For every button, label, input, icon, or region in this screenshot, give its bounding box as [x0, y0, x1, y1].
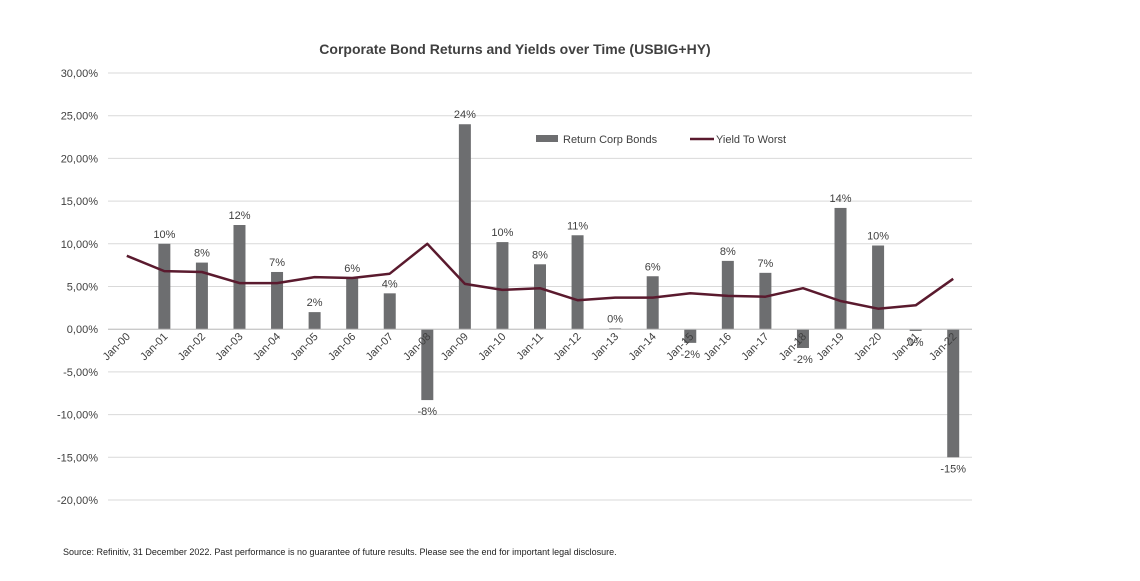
bar: [496, 242, 509, 330]
x-tick-label: Jan-12: [551, 331, 583, 363]
x-tick-label: Jan-02: [176, 331, 208, 363]
y-tick-label: 20,00%: [61, 153, 99, 165]
data-label: 10%: [153, 229, 175, 241]
x-tick-label: Jan-19: [814, 331, 846, 363]
x-tick-label: Jan-06: [326, 331, 358, 363]
bar: [796, 329, 809, 348]
data-label: 8%: [720, 246, 736, 258]
x-tick-label: Jan-10: [476, 331, 508, 363]
bar: [834, 207, 847, 330]
x-tick-label: Jan-00: [101, 331, 133, 363]
bar: [308, 312, 321, 330]
chart-title: Corporate Bond Returns and Yields over T…: [319, 41, 710, 57]
data-label: -2%: [680, 349, 700, 361]
line-series: [126, 242, 954, 310]
y-tick-label: 10,00%: [61, 239, 99, 251]
y-tick-label: -10,00%: [57, 410, 98, 422]
data-label: -2%: [793, 354, 813, 366]
data-label: 7%: [757, 258, 773, 270]
y-tick-label: 25,00%: [61, 111, 99, 123]
x-tick-label: Jan-03: [213, 331, 245, 363]
data-label: 0%: [908, 337, 924, 349]
bar: [534, 264, 546, 330]
x-tick-label: Jan-14: [627, 331, 659, 363]
bar: [571, 235, 584, 330]
data-label: -8%: [418, 406, 438, 418]
legend: Return Corp Bonds Yield To Worst: [536, 134, 786, 146]
legend-label-yield: Yield To Worst: [716, 134, 786, 146]
x-tick-label: Jan-13: [589, 331, 621, 363]
data-label: 24%: [454, 109, 476, 121]
data-label: 11%: [567, 220, 588, 232]
data-label: 6%: [344, 263, 360, 275]
bar: [383, 293, 396, 330]
data-label: 12%: [228, 210, 250, 222]
x-tick-label: Jan-09: [439, 331, 471, 363]
data-label: 8%: [532, 249, 548, 261]
data-label: 8%: [194, 248, 210, 260]
x-tick-label: Jan-01: [138, 331, 170, 363]
data-label: 0%: [607, 313, 623, 325]
y-tick-label: 5,00%: [67, 282, 98, 294]
legend-label-returns: Return Corp Bonds: [563, 134, 658, 146]
bar: [195, 262, 208, 330]
x-tick-label: Jan-05: [288, 331, 320, 363]
source-footnote: Source: Refinitiv, 31 December 2022. Pas…: [63, 547, 617, 557]
bar: [421, 329, 434, 401]
data-label: 14%: [830, 193, 852, 205]
x-tick-label: Jan-07: [364, 331, 396, 363]
bar: [158, 243, 171, 330]
data-label: 2%: [307, 297, 323, 309]
y-tick-label: -5,00%: [63, 367, 98, 379]
y-tick-label: 30,00%: [61, 68, 99, 80]
x-tick-label: Jan-11: [514, 331, 546, 363]
data-label: 10%: [867, 231, 889, 243]
legend-swatch-returns: [536, 135, 558, 142]
y-tick-label: 0,00%: [67, 324, 98, 336]
bar: [684, 329, 697, 343]
data-labels: 10% 8% 12% 7% 2% 6% 4% -8% 24% 10% 8% 11% 0% 6% -2% 8% 7…: [153, 109, 966, 475]
data-label: 4%: [382, 278, 398, 290]
bar: [947, 329, 960, 458]
y-axis: -20,00% -15,00% -10,00% -5,00% 0,00% 5,00% 10,…: [57, 68, 98, 507]
y-tick-label: -15,00%: [57, 452, 98, 464]
y-tick-label: -20,00%: [57, 495, 98, 507]
bar: [458, 124, 471, 330]
bar: [233, 225, 246, 330]
data-label: 10%: [491, 227, 513, 239]
y-tick-label: 15,00%: [61, 196, 99, 208]
bar: [271, 271, 284, 330]
bar: [346, 277, 359, 330]
x-tick-label: Jan-20: [852, 331, 884, 363]
x-tick-label: Jan-04: [251, 331, 283, 363]
x-tick-label: Jan-17: [739, 331, 771, 363]
x-axis: Jan-00 Jan-01 Jan-02 Jan-03 Jan-04 Jan-05 Jan-…: [101, 328, 972, 363]
bar-series: [158, 124, 960, 458]
yield-line: [126, 242, 954, 310]
x-tick-label: Jan-16: [702, 331, 734, 363]
data-label: 7%: [269, 257, 285, 269]
data-label: -15%: [940, 463, 966, 475]
bar: [759, 272, 772, 330]
bar: [872, 245, 885, 330]
data-label: 6%: [645, 261, 661, 273]
bar: [646, 276, 659, 330]
bar: [909, 329, 922, 331]
